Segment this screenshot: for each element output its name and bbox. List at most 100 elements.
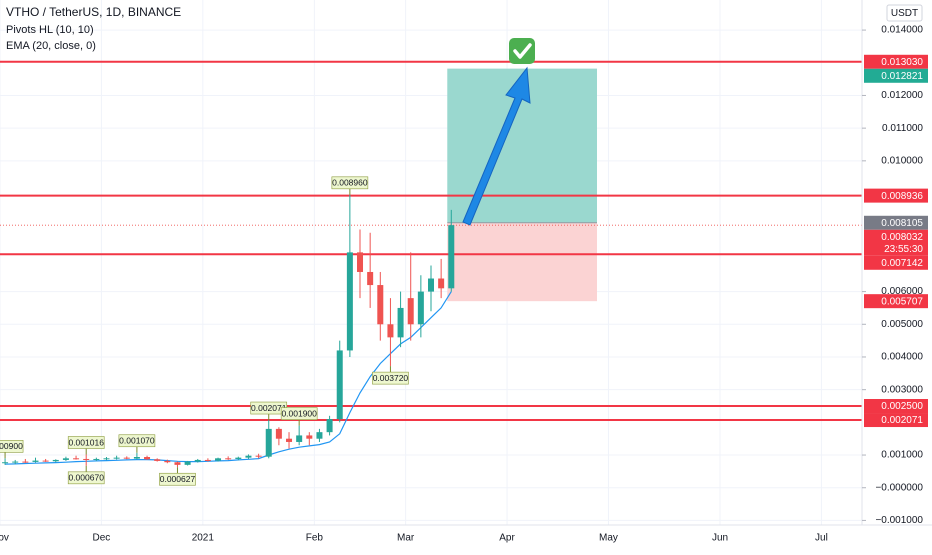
y-tick-label: −0.001000 [875, 515, 923, 526]
price-axis: 0.014000 0.012000 0.011000 0.010000 0.006000… [862, 25, 928, 526]
x-tick-label: May [599, 533, 618, 544]
candle-body [417, 291, 424, 325]
countdown: 23:55:30 [884, 244, 923, 255]
candle-body [93, 458, 100, 460]
pivot-label: 0.000627 [160, 474, 196, 484]
candle-body [397, 307, 404, 338]
pivot-label: 0.002071 [251, 403, 287, 413]
price-tag-label: 0.008105 [881, 218, 923, 229]
ema-line [5, 291, 452, 465]
x-tick-label: Feb [306, 533, 324, 544]
price-tag [864, 54, 928, 69]
y-tick-label: 0.004000 [881, 352, 923, 363]
price-tag-label: 0.012821 [881, 71, 923, 82]
check-mark [513, 43, 532, 59]
price-tag-label: 0.002071 [881, 415, 923, 426]
price-tag [864, 215, 928, 230]
indicator-label: EMA (20, close, 0) [6, 40, 96, 52]
candle-body [357, 252, 364, 272]
candle-body [42, 460, 49, 462]
candle-body [438, 278, 445, 289]
price-tag-label: 0.008936 [881, 191, 923, 202]
price-tag [864, 68, 928, 83]
grid [0, 0, 862, 525]
candle-body [144, 457, 151, 460]
x-tick-label: Mar [397, 533, 415, 544]
candle-body [407, 298, 414, 325]
candle-body [154, 459, 161, 461]
candle-body [133, 457, 140, 459]
pivot-label: 0.008960 [332, 178, 368, 188]
candle-body [377, 285, 384, 325]
price-tag [864, 294, 928, 309]
pivot-box [118, 434, 156, 448]
y-tick-label: 0.006000 [881, 286, 923, 297]
price-tag-label: 0.007142 [881, 258, 923, 269]
stop-zone [447, 222, 597, 302]
pivot-box [159, 472, 196, 486]
price-tag [864, 255, 928, 270]
candle-body [255, 455, 262, 457]
x-tick-label: Nov [0, 533, 9, 544]
currency-label[interactable]: USDT [891, 8, 918, 19]
candle-body [245, 455, 252, 458]
candle-body [113, 457, 120, 459]
x-tick-label: Jul [815, 533, 828, 544]
candle-body [32, 460, 39, 462]
price-tag-label: 0.005707 [881, 296, 923, 307]
pivot-label: 0.000900 [0, 441, 23, 451]
candle-body [194, 459, 201, 462]
y-tick-label: 0.005000 [881, 319, 923, 330]
pivot-box [67, 436, 105, 449]
candle-body [428, 278, 434, 292]
candle-body [336, 350, 343, 420]
y-tick-label: 0.011000 [882, 123, 923, 134]
currency-box[interactable] [886, 4, 923, 22]
pivot-box [331, 176, 369, 190]
indicator-label: Pivots HL (10, 10) [6, 24, 94, 36]
price-tag [864, 229, 928, 256]
candle-body [306, 435, 313, 439]
y-tick-label: 0.012000 [881, 90, 923, 101]
y-tick-label: −0.000000 [875, 482, 923, 493]
price-tag-label: 0.002500 [881, 401, 923, 412]
pivot-label: 0.003720 [373, 373, 409, 383]
price-tag [864, 188, 928, 203]
arrow [462, 66, 531, 226]
symbol-title: VTHO / TetherUS, 1D, BINANCE [6, 5, 181, 19]
candle-body [387, 324, 394, 338]
pivot-label: 0.001016 [68, 437, 104, 447]
price-tag [864, 399, 928, 414]
overlay [462, 38, 535, 226]
pivot-label: 0.000670 [68, 473, 104, 483]
candle-body [235, 457, 242, 459]
candle-body [346, 252, 353, 351]
candle-body [103, 458, 110, 460]
pivot-label: 0.001900 [281, 408, 317, 418]
candle-body [123, 457, 130, 459]
candle-body [164, 460, 171, 463]
y-tick-label: 0.001000 [881, 450, 923, 461]
candle-body [296, 435, 303, 442]
pivot-box [372, 371, 409, 385]
candle-body [174, 462, 181, 465]
y-tick-label: 0.014000 [881, 25, 923, 36]
check-icon [509, 38, 535, 64]
candle-body [275, 428, 282, 439]
candle-body [316, 432, 323, 439]
y-tick-label: 0.003000 [881, 384, 923, 395]
candle-body [265, 428, 272, 457]
x-tick-label: 2021 [192, 533, 215, 544]
pivot-label: 0.001070 [119, 436, 155, 446]
candle-body [52, 459, 59, 462]
x-tick-label: Dec [93, 533, 111, 544]
candle-body [204, 459, 211, 461]
pivot-box [0, 440, 24, 453]
candle-body [326, 419, 333, 433]
candle-body [12, 461, 19, 463]
x-tick-label: Apr [499, 533, 515, 544]
candle-body [184, 461, 191, 465]
candle-body [367, 271, 374, 286]
time-axis: Nov Dec 2021 Feb Mar Apr May Jun Jul [0, 533, 828, 544]
